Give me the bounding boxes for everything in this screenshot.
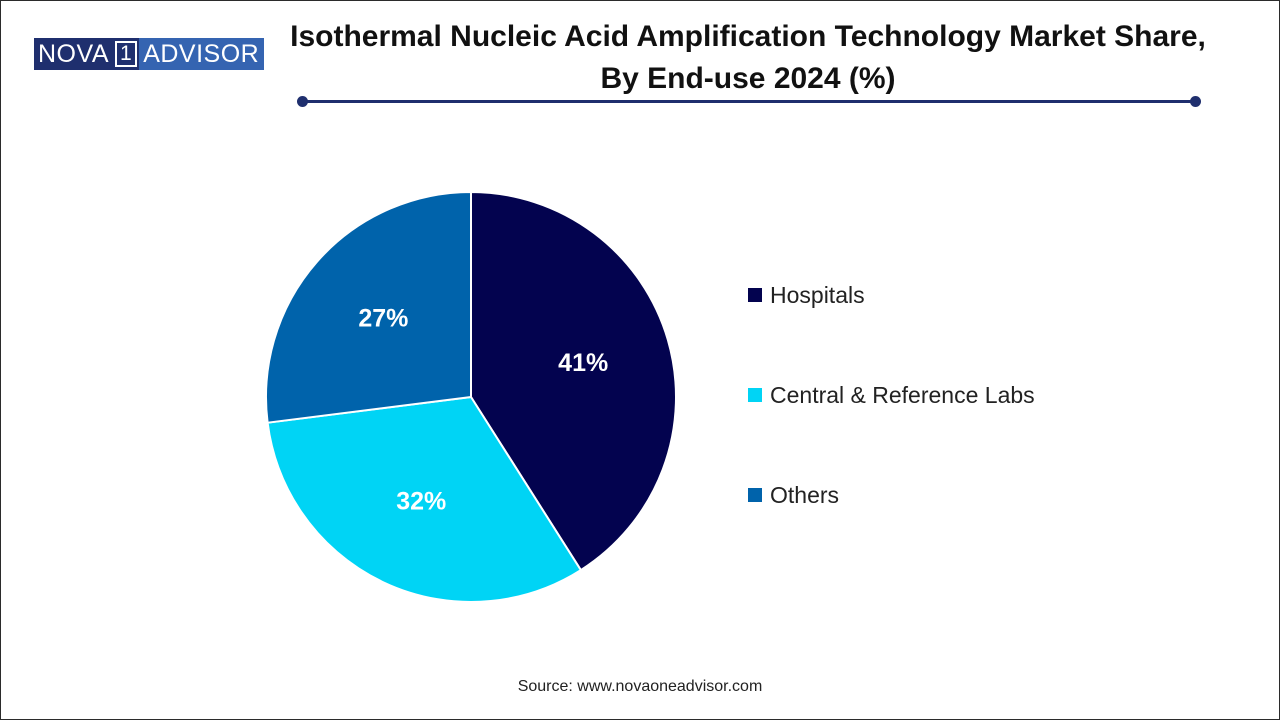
pie-data-label: 41% [558, 349, 608, 377]
pie-slice-hospitals [470, 190, 677, 572]
legend-label: Central & Reference Labs [770, 381, 1035, 408]
legend-item: Hospitals [748, 278, 1035, 312]
legend-item: Central & Reference Labs [748, 378, 1035, 412]
logo-text-nova: NOVA [34, 38, 113, 70]
logo-text-advisor: ADVISOR [139, 38, 265, 70]
title-underline [302, 100, 1196, 103]
legend-item: Others [748, 478, 1035, 512]
legend-label: Others [770, 481, 840, 508]
pie-data-label: 32% [396, 487, 446, 515]
legend-swatch [748, 388, 762, 402]
pie-slice-others [265, 190, 472, 424]
legend-swatch [748, 488, 762, 502]
title-underline-right-dot [1190, 96, 1201, 107]
legend-label: Hospitals [770, 281, 865, 308]
legend-swatch [748, 288, 762, 302]
chart-legend: Hospitals Central & Reference Labs Others [748, 278, 1035, 578]
pie-slice-central-reference-labs [266, 395, 583, 603]
logo-text-number: 1 [115, 41, 138, 67]
source-note: Source: www.novaoneadvisor.com [517, 678, 763, 695]
title-underline-left-dot [297, 96, 308, 107]
chart-title: Isothermal Nucleic Acid Amplification Te… [290, 20, 1206, 95]
pie-data-label: 27% [358, 304, 408, 332]
nova-advisor-logo: NOVA 1 ADVISOR [34, 38, 265, 70]
